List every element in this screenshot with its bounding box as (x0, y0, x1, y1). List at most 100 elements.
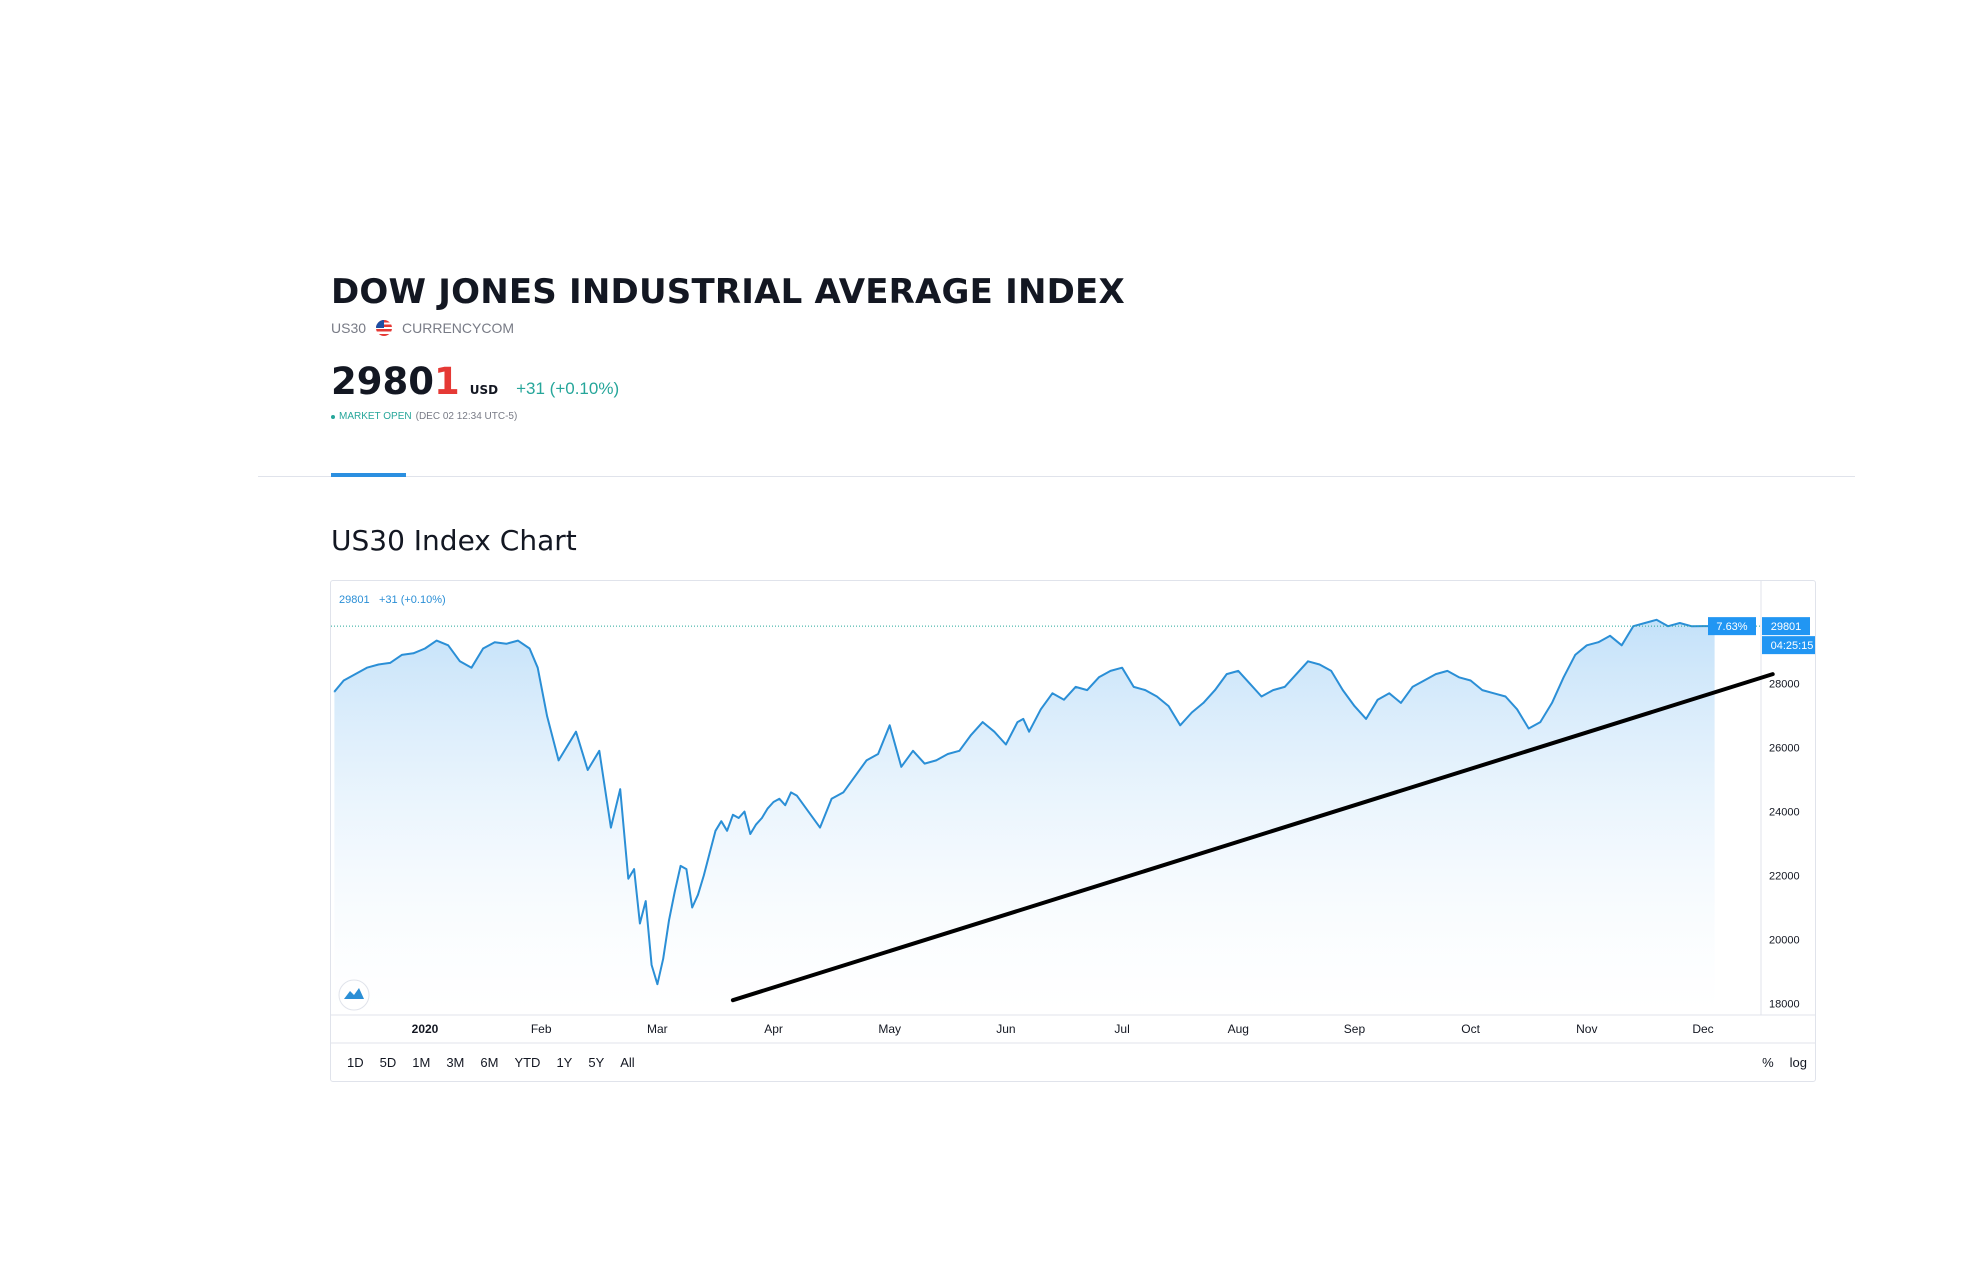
data-point (1493, 692, 1495, 695)
range-button-1y[interactable]: 1Y (556, 1054, 573, 1070)
active-tab-indicator[interactable] (331, 473, 406, 477)
percent-badge-text: 7.63% (1716, 621, 1747, 633)
log-scale-button[interactable]: log (1789, 1054, 1807, 1070)
range-button-all[interactable]: All (620, 1054, 635, 1070)
trendline[interactable] (730, 672, 1775, 1003)
data-point (1469, 679, 1472, 682)
data-point (1481, 689, 1484, 691)
tabs-divider (258, 476, 1855, 477)
data-point (333, 690, 336, 693)
range-button-5y[interactable]: 5Y (588, 1054, 605, 1070)
data-point (1040, 708, 1042, 711)
data-point (650, 964, 653, 966)
data-point (807, 810, 810, 813)
instrument-header: DOW JONES INDUSTRIAL AVERAGE INDEX US30 … (331, 272, 1125, 422)
data-point (1098, 676, 1100, 679)
data-point (1516, 708, 1518, 711)
data-point (1376, 698, 1379, 701)
page-title: DOW JONES INDUSTRIAL AVERAGE INDEX (331, 272, 1125, 312)
x-tick-label: Apr (764, 1022, 783, 1036)
status-dot-icon (331, 414, 335, 419)
data-point (470, 666, 473, 669)
data-point (1574, 654, 1576, 656)
data-point (412, 652, 415, 655)
data-point (1400, 702, 1402, 704)
data-point (517, 639, 519, 642)
data-point (1597, 641, 1600, 643)
data-point (865, 759, 868, 762)
y-tick-label: 22000 (1769, 871, 1800, 883)
y-tick-label: 18000 (1769, 998, 1800, 1010)
range-button-ytd[interactable]: YTD (514, 1054, 541, 1070)
data-point (1214, 689, 1216, 691)
data-point (1005, 743, 1007, 746)
data-point (1202, 702, 1205, 704)
data-point (633, 868, 635, 870)
data-point (354, 673, 357, 675)
price-value: 2980 (331, 360, 434, 403)
data-point (842, 791, 845, 794)
data-point (1330, 670, 1332, 672)
x-tick-label: Aug (1228, 1022, 1249, 1036)
range-button-1m[interactable]: 1M (412, 1054, 431, 1070)
data-point (493, 641, 496, 643)
data-point (1679, 622, 1681, 624)
exchange-label[interactable]: CURRENCYCOM (402, 320, 515, 336)
chart-canvas[interactable]: 18000 20000 22000 24000 26000 28000 2020 Feb Mar… (331, 581, 1815, 1081)
data-point (1609, 635, 1611, 637)
range-button-6m[interactable]: 6M (480, 1054, 499, 1070)
data-point (1435, 673, 1437, 675)
x-tick-label: Jul (1114, 1022, 1129, 1036)
currency-label: USD (469, 383, 499, 397)
data-point (854, 775, 856, 778)
data-point (755, 823, 757, 826)
data-point (1423, 679, 1425, 682)
data-point (1249, 682, 1251, 685)
data-point (1655, 619, 1658, 621)
range-button-1d[interactable]: 1D (347, 1054, 364, 1070)
data-point (691, 906, 693, 909)
data-point (459, 660, 461, 663)
y-tick-label: 28000 (1769, 679, 1800, 691)
data-point (877, 753, 879, 755)
data-point (830, 798, 833, 800)
x-tick-label: Dec (1692, 1022, 1713, 1036)
chart-widget[interactable]: 18000 20000 22000 24000 26000 28000 2020 Feb Mar… (330, 580, 1816, 1082)
data-point (1156, 695, 1158, 698)
percent-scale-button[interactable]: % (1762, 1054, 1774, 1070)
data-point (993, 730, 996, 733)
x-tick-label: May (878, 1022, 901, 1036)
data-point (1022, 718, 1025, 720)
market-status-row: MARKET OPEN (DEC 02 12:34 UTC-5) (331, 411, 1125, 422)
data-point (1458, 676, 1460, 679)
data-point (1365, 718, 1367, 720)
data-point (1446, 670, 1449, 672)
data-point (662, 957, 664, 960)
data-point (772, 801, 775, 803)
data-point (720, 820, 723, 822)
data-point (1063, 698, 1065, 701)
symbol-label[interactable]: US30 (331, 320, 367, 336)
data-point (1272, 689, 1274, 691)
data-point (424, 647, 426, 650)
data-point (958, 750, 961, 752)
data-point (1074, 686, 1077, 688)
data-point (679, 865, 682, 867)
data-point (389, 662, 391, 664)
range-button-3m[interactable]: 3M (446, 1054, 465, 1070)
data-point (1179, 724, 1181, 727)
data-point (900, 766, 903, 768)
data-point (923, 762, 926, 765)
x-tick-label: 2020 (412, 1022, 439, 1036)
data-point (1109, 670, 1112, 672)
x-tick-label: Sep (1344, 1022, 1366, 1036)
data-point (342, 679, 345, 682)
price-line[interactable] (333, 618, 1715, 986)
range-button-5d[interactable]: 5D (379, 1054, 397, 1070)
symbol-line: US30 CURRENCYCOM (331, 320, 1125, 336)
data-point (619, 788, 621, 790)
data-point (644, 900, 647, 902)
data-point (708, 852, 711, 854)
data-point (685, 868, 688, 870)
data-point (1586, 644, 1588, 647)
